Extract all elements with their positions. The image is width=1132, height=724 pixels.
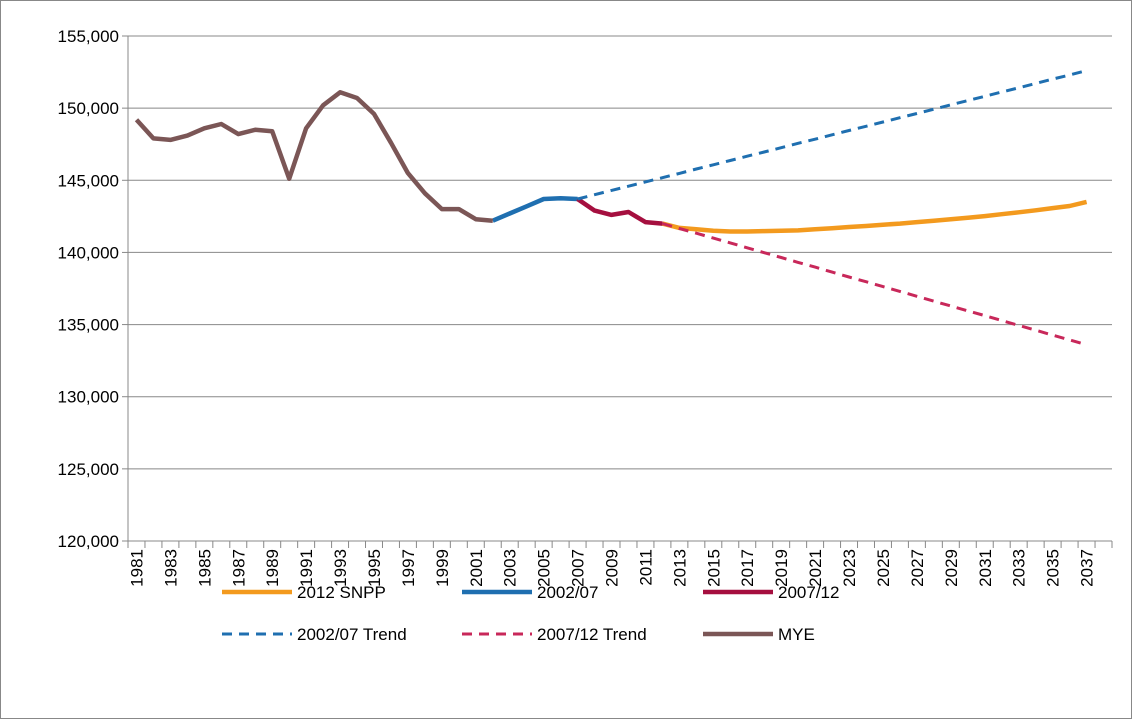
x-tick-label: 2025: [874, 549, 893, 587]
x-tick-label: 1989: [263, 549, 282, 587]
y-tick-label: 155,000: [58, 27, 119, 46]
x-tick-label: 2027: [908, 549, 927, 587]
x-tick-label: 2009: [603, 549, 622, 587]
x-tick-label: 1987: [229, 549, 248, 587]
x-tick-label: 1995: [365, 549, 384, 587]
x-tick-label: 1981: [127, 549, 146, 587]
legend-label: 2007/12 Trend: [537, 625, 647, 644]
x-tick-label: 2019: [772, 549, 791, 587]
legend-label: 2002/07 Trend: [297, 625, 407, 644]
x-tick-label: 2021: [806, 549, 825, 587]
x-tick-label: 1983: [161, 549, 180, 587]
y-tick-label: 120,000: [58, 532, 119, 551]
x-tick-label: 2001: [467, 549, 486, 587]
x-tick-label: 1991: [297, 549, 316, 587]
x-tick-label: 2033: [1010, 549, 1029, 587]
x-tick-label: 1985: [195, 549, 214, 587]
x-tick-label: 2011: [636, 549, 655, 586]
series-line: [661, 222, 1088, 347]
y-tick-label: 125,000: [58, 460, 119, 479]
x-tick-label: 2007: [569, 549, 588, 587]
y-tick-label: 145,000: [58, 171, 119, 190]
y-tick-label: 140,000: [58, 243, 119, 262]
legend-label: 2012 SNPP: [297, 583, 386, 602]
x-tick-label: 1999: [433, 549, 452, 587]
y-tick-label: 150,000: [58, 99, 119, 118]
y-tick-label: 130,000: [58, 388, 119, 407]
x-tick-label: 2003: [501, 549, 520, 587]
series-line: [491, 196, 578, 223]
x-tick-label: 2023: [840, 549, 859, 587]
x-tick-label: 1993: [331, 549, 350, 587]
series-line: [134, 90, 493, 223]
series-line: [576, 197, 663, 226]
x-tick-label: 2029: [942, 549, 961, 587]
legend-label: 2002/07: [537, 583, 598, 602]
legend-label: 2007/12: [778, 583, 839, 602]
x-tick-label: 2035: [1044, 549, 1063, 587]
x-tick-label: 2015: [704, 549, 723, 587]
series-line: [661, 199, 1088, 234]
x-tick-label: 1997: [399, 549, 418, 587]
x-tick-label: 2037: [1078, 549, 1097, 587]
x-tick-label: 2017: [738, 549, 757, 587]
x-tick-label: 2005: [535, 549, 554, 587]
legend-label: MYE: [778, 625, 815, 644]
x-tick-label: 2031: [976, 549, 995, 587]
series-line: [577, 69, 1087, 201]
x-tick-label: 2013: [670, 549, 689, 587]
y-tick-label: 135,000: [58, 316, 119, 335]
